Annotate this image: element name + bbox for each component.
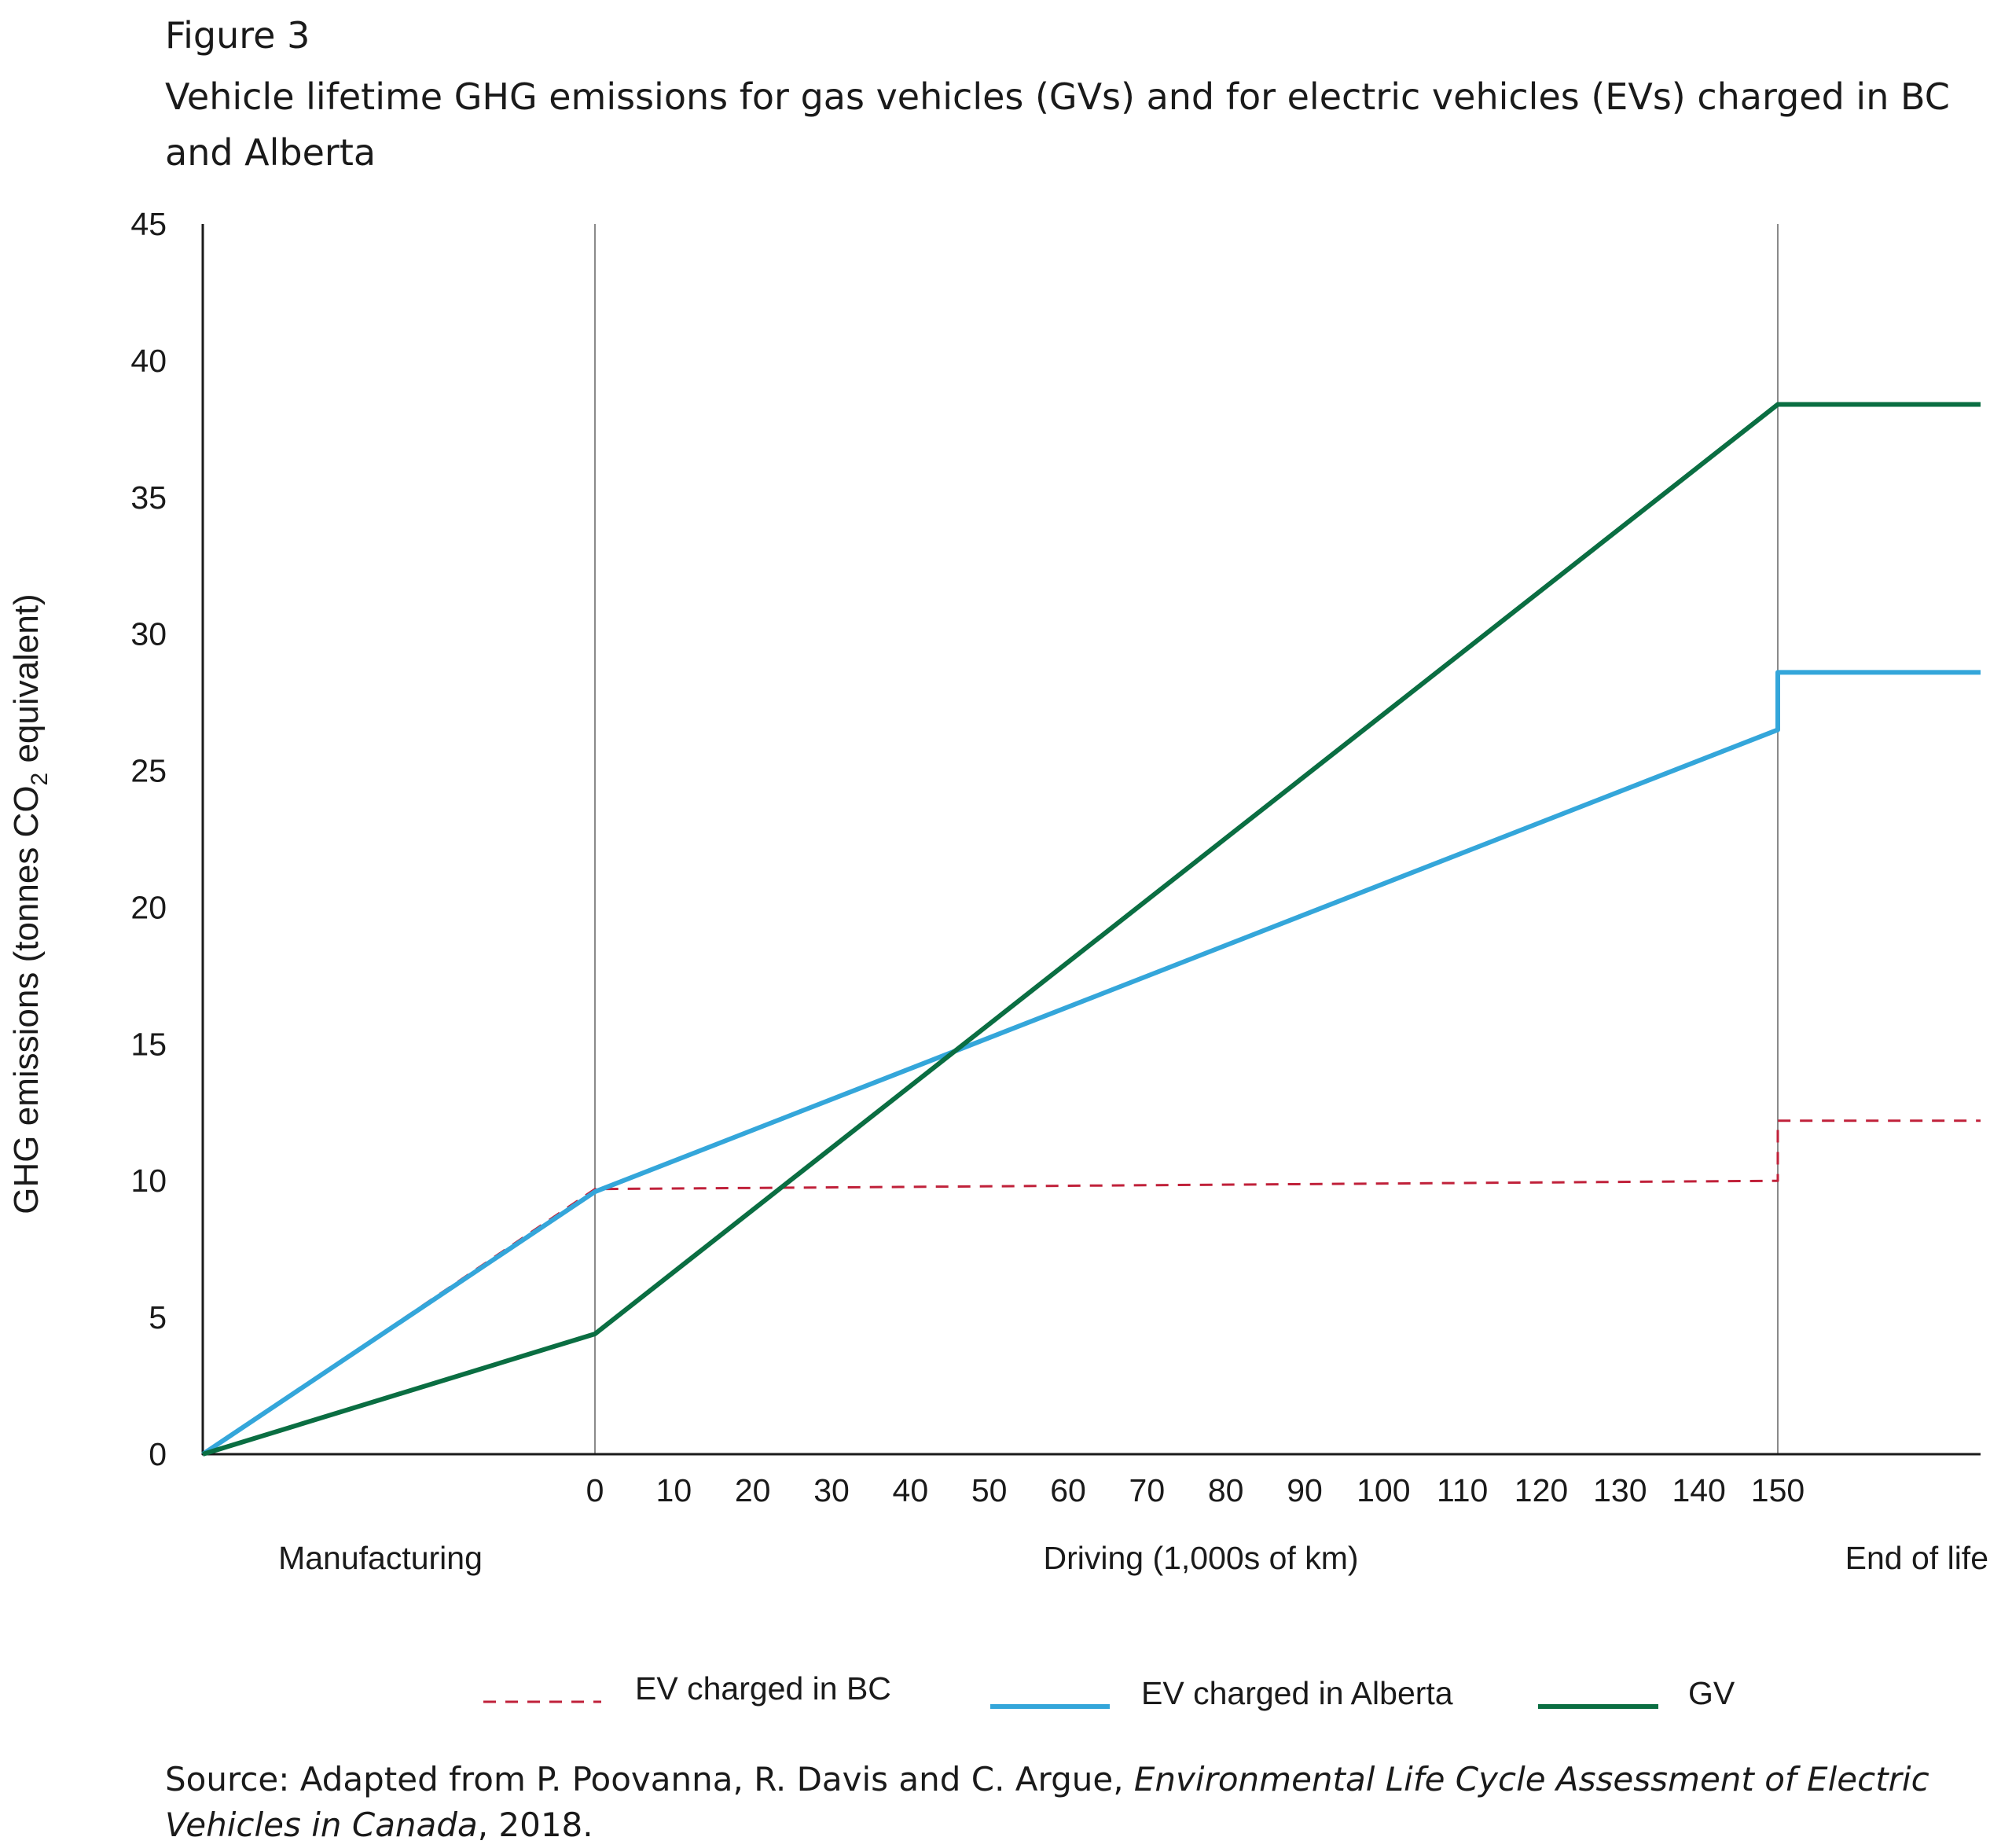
x-tick-label: 70 xyxy=(1129,1472,1166,1508)
y-tick-label: 35 xyxy=(130,479,167,516)
phase-label-end-of-life: End of life xyxy=(1845,1540,1988,1576)
x-axis-ticks: 0 10 20 30 40 50 60 70 80 90 100 110 120 130 140 150 xyxy=(586,1472,1805,1508)
legend-label-ev-charged-in-bc: EV charged in BC xyxy=(635,1670,891,1707)
x-tick-label: 60 xyxy=(1050,1472,1086,1508)
y-axis-label: GHG emissions (tonnes CO2 equivalent) xyxy=(7,593,53,1214)
source-prefix: Source: Adapted from P. Poovanna, R. Dav… xyxy=(165,1760,1134,1798)
x-tick-label: 30 xyxy=(813,1472,850,1508)
figure-label: Figure 3 xyxy=(165,14,310,57)
series-lines xyxy=(201,402,1981,1457)
chart-title: Vehicle lifetime GHG emissions for gas v… xyxy=(165,75,1950,174)
y-tick-label: 30 xyxy=(130,616,167,652)
x-tick-label: 80 xyxy=(1208,1472,1244,1508)
series-ev-charged-in-bc xyxy=(202,1119,1981,1456)
y-axis-label-main: GHG emissions (tonnes CO xyxy=(7,785,46,1214)
x-tick-label: 100 xyxy=(1357,1472,1410,1508)
line-chart: 0 5 10 15 20 25 30 35 40 45 0 10 20 30 40 50 60 70 80 90 10… xyxy=(7,206,1988,1711)
y-tick-label: 20 xyxy=(130,889,167,925)
axes xyxy=(201,224,1981,1456)
x-tick-label: 140 xyxy=(1672,1472,1725,1508)
legend-label-ev-charged-in-alberta: EV charged in Alberta xyxy=(1141,1675,1453,1711)
legend: EV charged in BC EV charged in Alberta GV xyxy=(483,1670,1735,1711)
x-tick-label: 20 xyxy=(735,1472,771,1508)
y-tick-label: 10 xyxy=(130,1163,167,1199)
x-tick-label: 130 xyxy=(1593,1472,1647,1508)
y-tick-label: 0 xyxy=(149,1436,167,1472)
legend-label-gv: GV xyxy=(1688,1675,1735,1711)
source-suffix: , 2018. xyxy=(477,1806,593,1844)
x-tick-label: 110 xyxy=(1437,1472,1488,1508)
series-gv xyxy=(202,402,1981,1457)
y-axis-label-subscript: 2 xyxy=(27,773,53,786)
y-axis-ticks: 0 5 10 15 20 25 30 35 40 45 xyxy=(130,206,167,1472)
y-axis-label-end: equivalent) xyxy=(7,593,46,772)
phase-label-manufacturing: Manufacturing xyxy=(278,1540,483,1576)
source-note: Source: Adapted from P. Poovanna, R. Dav… xyxy=(165,1757,1996,1848)
y-tick-label: 5 xyxy=(149,1299,167,1335)
y-tick-label: 25 xyxy=(130,753,167,789)
y-tick-label: 15 xyxy=(130,1026,167,1062)
series-ev-charged-in-alberta xyxy=(201,670,1981,1457)
x-tick-label: 150 xyxy=(1751,1472,1805,1508)
x-tick-label: 50 xyxy=(971,1472,1008,1508)
y-tick-label: 45 xyxy=(130,206,167,242)
source-title: Environmental Life Cycle Assessment of E… xyxy=(165,1760,1929,1844)
x-tick-label: 120 xyxy=(1515,1472,1568,1508)
phase-label-driving: Driving (1,000s of km) xyxy=(1043,1540,1358,1576)
x-tick-label: 90 xyxy=(1287,1472,1323,1508)
x-tick-label: 10 xyxy=(656,1472,692,1508)
x-tick-label: 40 xyxy=(893,1472,929,1508)
x-tick-label: 0 xyxy=(586,1472,604,1508)
phase-divider-lines xyxy=(594,224,1779,1454)
y-tick-label: 40 xyxy=(130,343,167,379)
